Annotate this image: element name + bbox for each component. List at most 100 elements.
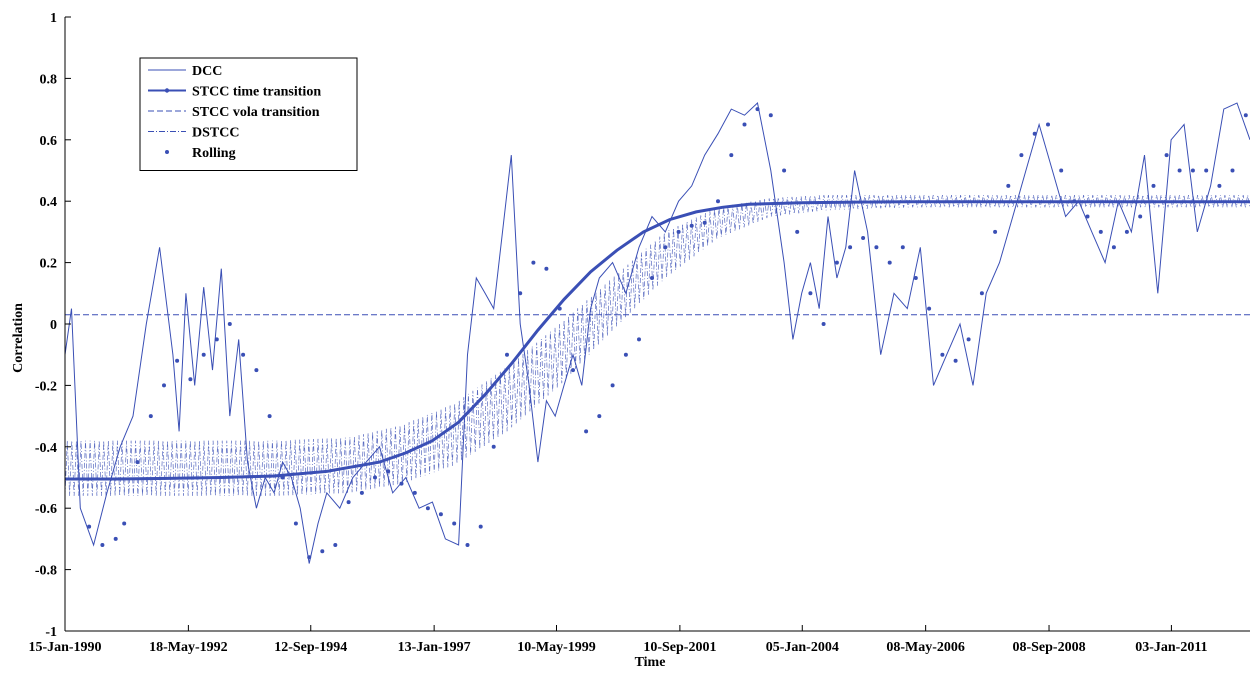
- x-tick-label: 18-May-1992: [149, 640, 228, 655]
- rolling-point: [267, 414, 272, 419]
- y-tick-label: 0.8: [40, 72, 58, 87]
- y-tick-label: 0.4: [40, 195, 58, 210]
- rolling-point: [438, 512, 443, 517]
- rolling-point: [1085, 214, 1090, 219]
- rolling-point: [1190, 168, 1195, 173]
- rolling-point: [1032, 131, 1037, 136]
- rolling-point: [412, 490, 417, 495]
- y-tick-label: -0.2: [35, 379, 57, 394]
- y-tick-label: -1: [45, 625, 57, 640]
- rolling-point: [399, 481, 404, 486]
- y-axis-label: Correlation: [11, 303, 26, 373]
- series-dstcc-line: [64, 195, 1250, 496]
- rolling-point: [214, 337, 219, 342]
- rolling-point: [1204, 168, 1209, 173]
- y-tick-label: 0: [50, 318, 57, 333]
- x-tick-label: 03-Jan-2011: [1135, 640, 1207, 655]
- rolling-point: [584, 429, 589, 434]
- y-tick-label: 1: [50, 11, 57, 26]
- rolling-point: [1151, 183, 1156, 188]
- x-tick-label: 05-Jan-2004: [766, 640, 839, 655]
- rolling-point: [597, 414, 602, 419]
- rolling-point: [742, 122, 747, 127]
- rolling-point: [966, 337, 971, 342]
- rolling-point: [333, 543, 338, 547]
- rolling-point: [135, 460, 140, 465]
- rolling-point: [452, 521, 457, 526]
- rolling-point: [465, 543, 470, 547]
- rolling-point: [755, 107, 760, 112]
- series-dcc-line: [64, 102, 1250, 564]
- rolling-point: [940, 352, 945, 357]
- x-tick-label: 13-Jan-1997: [398, 640, 471, 655]
- legend-label: STCC vola transition: [192, 105, 320, 120]
- rolling-point: [1230, 168, 1235, 173]
- rolling-point: [1243, 113, 1248, 118]
- rolling-point: [1046, 122, 1050, 127]
- rolling-point: [874, 245, 879, 250]
- rolling-point: [913, 276, 918, 280]
- rolling-point: [113, 536, 118, 541]
- rolling-point: [1217, 183, 1222, 188]
- rolling-point: [544, 266, 549, 271]
- rolling-point: [162, 383, 166, 388]
- rolling-point: [623, 352, 628, 357]
- rolling-point: [1177, 168, 1182, 173]
- x-tick-label: 08-May-2006: [886, 640, 965, 655]
- legend-label: DCC: [192, 64, 222, 79]
- rolling-point: [716, 199, 720, 204]
- rolling-point: [241, 352, 246, 357]
- rolling-point: [808, 291, 813, 296]
- rolling-point: [505, 352, 509, 357]
- rolling-point: [887, 260, 892, 265]
- y-tick-label: -0.4: [35, 441, 57, 456]
- rolling-point: [201, 352, 206, 357]
- rolling-point: [491, 444, 496, 449]
- rolling-point: [848, 245, 853, 250]
- rolling-point: [1164, 153, 1169, 158]
- y-tick-label: 0.2: [40, 257, 58, 272]
- rolling-point: [254, 368, 259, 373]
- rolling-point: [979, 291, 984, 296]
- rolling-point: [821, 322, 826, 326]
- y-tick-label: -0.8: [35, 564, 57, 579]
- legend: DCC STCC time transition STCC vola transit…: [139, 57, 358, 171]
- rolling-point: [1138, 214, 1143, 219]
- y-tick-label: 0.6: [40, 134, 58, 149]
- legend-label: Rolling: [192, 146, 236, 161]
- rolling-point: [1124, 229, 1129, 234]
- rolling-point: [637, 337, 641, 342]
- legend-label: DSTCC: [192, 126, 239, 141]
- axes: -1 -0.8 -0.6 -0.4 -0.2 0 0.2 0.4 0.6 0.8 1 15-Jan-1…: [28, 11, 1250, 655]
- rolling-point: [373, 475, 377, 480]
- rolling-point: [900, 245, 905, 250]
- rolling-point: [425, 506, 430, 511]
- rolling-point: [518, 291, 523, 296]
- rolling-point: [953, 358, 958, 363]
- rolling-point: [100, 543, 105, 547]
- legend-label: STCC time transition: [192, 85, 321, 100]
- x-tick-label: 10-May-1999: [517, 640, 596, 655]
- series-stcc-time-line: [65, 200, 1250, 481]
- rolling-point: [768, 113, 773, 118]
- rolling-point: [689, 223, 694, 228]
- rolling-point: [1059, 168, 1064, 173]
- rolling-point: [650, 276, 654, 280]
- rolling-point: [834, 260, 839, 265]
- rolling-point: [320, 549, 325, 554]
- rolling-point: [1019, 153, 1024, 158]
- rolling-point: [1072, 199, 1077, 204]
- x-tick-label: 15-Jan-1990: [28, 640, 101, 655]
- rolling-point: [557, 306, 562, 311]
- rolling-point: [346, 500, 351, 505]
- rolling-point: [861, 236, 866, 240]
- rolling-point: [307, 555, 312, 560]
- x-tick-label: 10-Sep-2001: [643, 640, 716, 655]
- rolling-point: [122, 521, 127, 526]
- rolling-point: [1111, 245, 1116, 250]
- x-axis-label: Time: [635, 655, 666, 670]
- rolling-point: [386, 469, 391, 474]
- rolling-point: [1006, 183, 1011, 188]
- rolling-point: [227, 322, 232, 326]
